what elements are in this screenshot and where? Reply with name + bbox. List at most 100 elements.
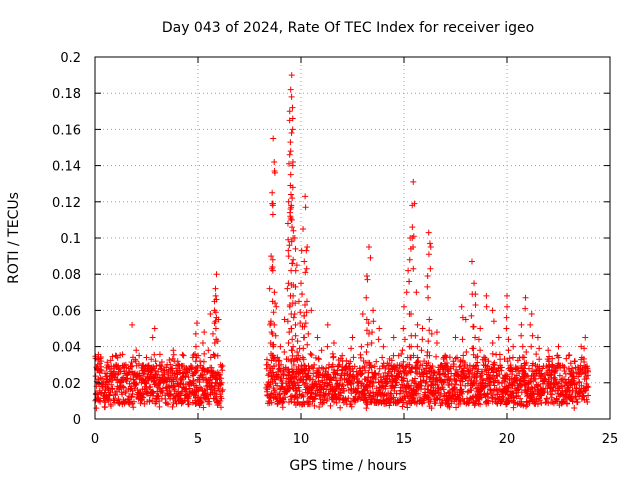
- roti-sample-point: [217, 375, 224, 382]
- roti-sample-point: [480, 384, 487, 391]
- roti-data-point: [207, 354, 214, 361]
- roti-data-point: [302, 269, 309, 276]
- roti-sample-point: [136, 372, 143, 379]
- roti-sample-point: [192, 394, 199, 401]
- roti-data-point: [290, 292, 297, 299]
- roti-sample-point: [165, 401, 172, 408]
- roti-sample-point: [569, 398, 576, 405]
- roti-sample-point: [93, 405, 100, 412]
- roti-data-point: [192, 343, 199, 350]
- roti-data-point: [468, 312, 475, 319]
- roti-sample-point: [481, 383, 488, 390]
- roti-data-point: [426, 240, 433, 247]
- roti-data-point: [339, 352, 346, 359]
- roti-sample-point: [457, 363, 464, 370]
- roti-sample-point: [212, 387, 219, 394]
- roti-sample-point: [562, 379, 569, 386]
- roti-sample-point: [119, 351, 126, 358]
- roti-data-point: [529, 332, 536, 339]
- roti-sample-point: [140, 391, 147, 398]
- roti-data-point: [289, 162, 296, 169]
- roti-data-point: [545, 347, 552, 354]
- roti-sample-point: [326, 391, 333, 398]
- roti-data-point: [152, 358, 159, 365]
- roti-data-point: [472, 301, 479, 308]
- roti-sample-point: [312, 380, 319, 387]
- roti-sample-point: [130, 398, 137, 405]
- roti-sample-point: [459, 388, 466, 395]
- roti-data-point: [197, 358, 204, 365]
- roti-sample-point: [371, 363, 378, 370]
- roti-sample-point: [404, 378, 411, 385]
- roti-data-point: [270, 343, 277, 350]
- roti-data-point: [132, 358, 139, 365]
- roti-sample-point: [175, 361, 182, 368]
- roti-sample-point: [446, 382, 453, 389]
- x-axis-title: GPS time / hours: [289, 458, 406, 474]
- roti-data-point: [401, 303, 407, 310]
- roti-sample-point: [450, 385, 457, 392]
- roti-sample-point: [390, 394, 397, 401]
- roti-sample-point: [412, 375, 419, 382]
- roti-sample-point: [416, 366, 423, 373]
- roti-data-point: [425, 251, 432, 258]
- roti-sample-point: [157, 362, 164, 369]
- roti-sample-point: [549, 355, 556, 362]
- roti-sample-point: [431, 369, 438, 376]
- roti-data-point: [302, 204, 309, 211]
- roti-sample-point: [200, 376, 207, 383]
- roti-data-point: [285, 247, 292, 254]
- roti-sample-point: [268, 399, 275, 406]
- y-tick-label: 0.02: [52, 377, 81, 392]
- roti-data-point: [272, 332, 279, 339]
- roti-sample-point: [308, 352, 315, 359]
- roti-data-point: [458, 303, 465, 310]
- roti-sample-point: [571, 380, 578, 387]
- roti-sample-point: [397, 368, 404, 375]
- roti-sample-point: [345, 395, 352, 402]
- roti-data-point: [268, 253, 275, 260]
- roti-data-point: [205, 347, 212, 354]
- roti-sample-point: [135, 360, 142, 367]
- roti-data-point: [285, 236, 292, 243]
- roti-data-point: [545, 358, 552, 365]
- roti-sample-point: [275, 366, 282, 373]
- roti-sample-point: [368, 399, 375, 406]
- roti-data-point: [555, 354, 562, 361]
- roti-sample-point: [217, 371, 224, 378]
- roti-data-point: [482, 358, 489, 365]
- roti-data-point: [297, 309, 304, 316]
- roti-sample-point: [199, 365, 206, 372]
- roti-sample-point: [163, 400, 170, 407]
- roti-sample-point: [573, 384, 580, 391]
- roti-sample-point: [169, 403, 176, 410]
- roti-sample-point: [350, 354, 357, 361]
- roti-sample-point: [382, 385, 389, 392]
- roti-sample-point: [473, 362, 480, 369]
- y-tick-label: 0.06: [52, 304, 81, 319]
- roti-data-point: [192, 330, 199, 337]
- roti-sample-point: [294, 357, 301, 364]
- roti-sample-point: [533, 351, 540, 358]
- data-points: [92, 72, 592, 412]
- roti-sample-point: [310, 370, 317, 377]
- roti-sample-point: [375, 370, 382, 377]
- roti-data-point: [201, 350, 208, 357]
- roti-data-point: [425, 294, 432, 301]
- roti-data-point: [399, 347, 406, 354]
- roti-data-point: [348, 345, 355, 352]
- roti-data-point: [112, 352, 119, 359]
- roti-sample-point: [559, 399, 566, 406]
- roti-data-point: [364, 276, 371, 283]
- roti-data-point: [329, 350, 336, 357]
- roti-sample-point: [305, 362, 312, 369]
- roti-data-point: [288, 202, 295, 209]
- roti-sample-point: [384, 373, 391, 380]
- roti-data-point: [497, 356, 504, 363]
- roti-sample-point: [106, 366, 113, 373]
- roti-data-point: [426, 352, 433, 359]
- roti-data-point: [426, 327, 433, 334]
- roti-data-point: [271, 321, 278, 328]
- x-tick-label: 10: [293, 432, 310, 447]
- roti-sample-point: [526, 365, 533, 372]
